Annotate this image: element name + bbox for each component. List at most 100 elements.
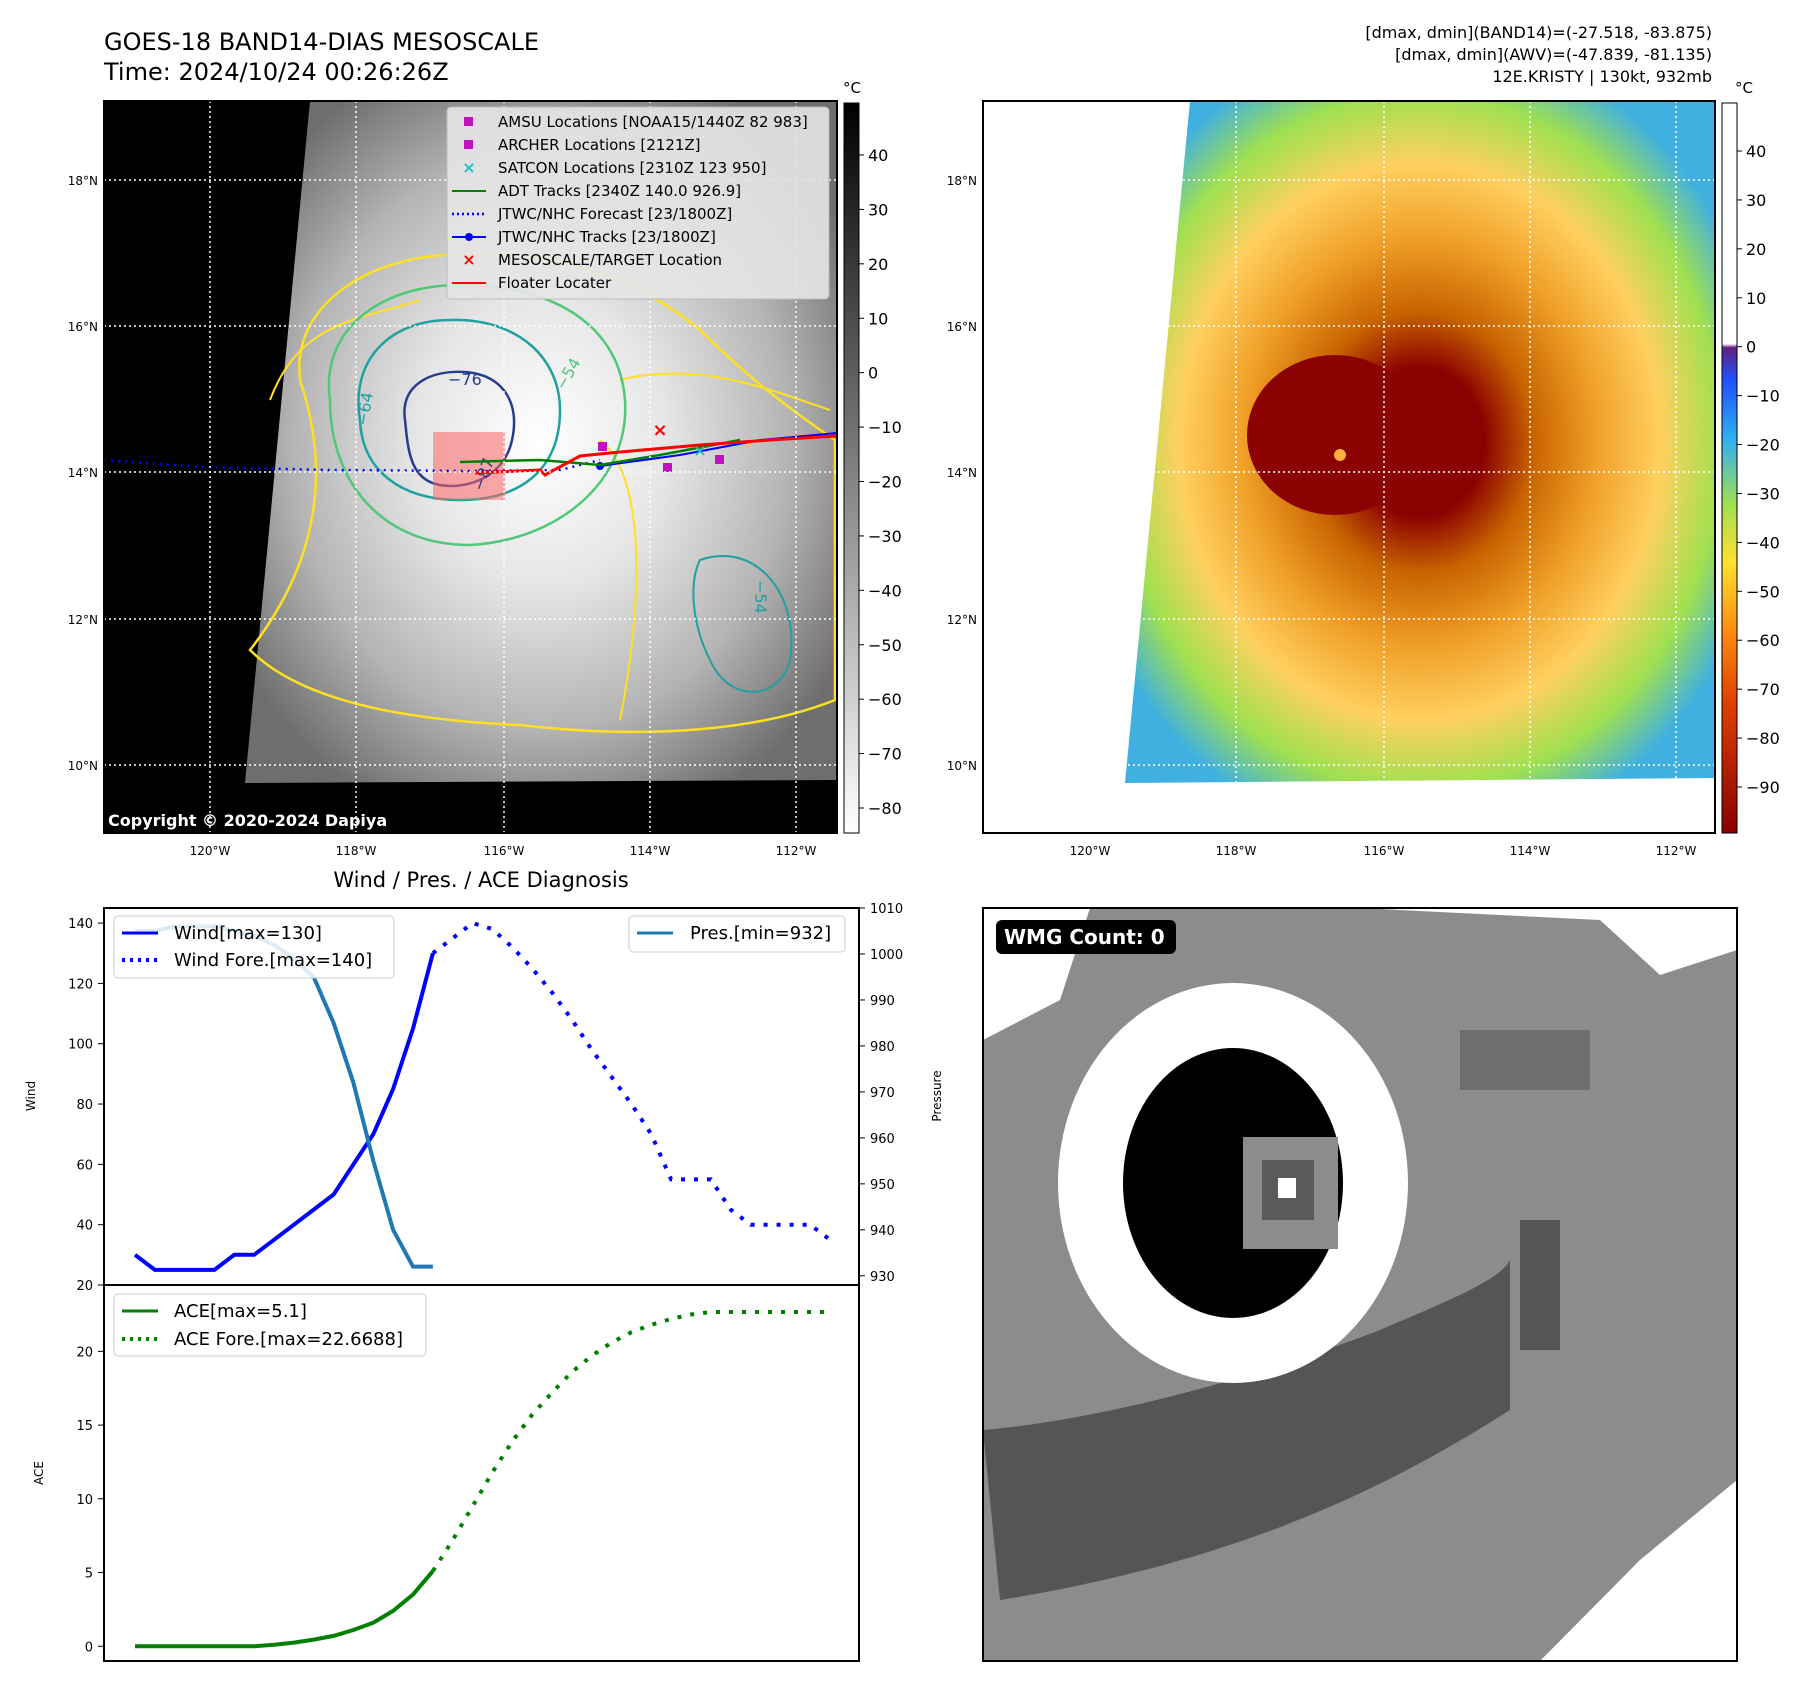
series-ace-fore-line: [431, 1310, 830, 1573]
y2-tick-label: 980: [870, 1040, 895, 1055]
contour-teal: [357, 318, 562, 502]
y-tick-label: 140: [68, 917, 93, 932]
legend-label-6: MESOSCALE/TARGET Location: [498, 251, 722, 269]
y-tick-label: 60: [76, 1158, 93, 1173]
legend-label-1: ARCHER Locations [2121Z]: [498, 136, 701, 154]
lon-label-120: 120°W: [190, 844, 231, 858]
lon-label-118: 118°W: [336, 844, 377, 858]
y-tick-label: 80: [76, 1098, 93, 1113]
lat-label-16: 16°N: [68, 320, 98, 334]
ir-lat-labels: 18°N 16°N 14°N 12°N 10°N: [68, 174, 98, 773]
legend-label-0: AMSU Locations [NOAA15/1440Z 82 983]: [498, 113, 808, 131]
floater-track: [474, 434, 837, 477]
colorbar-tick-label: −50: [868, 636, 902, 655]
colorbar-tick-label: −90: [1746, 778, 1780, 797]
y2-tick-label: 1000: [870, 948, 903, 963]
ir-map-frame: [103, 100, 838, 834]
pressure-ylabel: Pressure: [930, 1070, 944, 1121]
dmax-band14: [dmax, dmin](BAND14)=(-27.518, -83.875): [1365, 23, 1712, 42]
colorbar-tick-label: −70: [1746, 680, 1780, 699]
contour-label-76: −76: [448, 370, 482, 389]
contour-yellow: [248, 253, 837, 734]
wmg-frame: [982, 907, 1738, 1662]
wmg-count-badge: [996, 920, 1176, 954]
colorbar-left: °C 40 30 20 10 0 −10 −20 −30 −40 −50 −60 −70 −80: [843, 79, 902, 834]
ir-map-panel: −76 −64 −54 −54 −87 × × Co: [68, 100, 838, 858]
dias-lon-120: 120°W: [1070, 844, 1111, 858]
wmg-count-text: WMG Count: 0: [1004, 925, 1165, 949]
archer-marker-2: [663, 463, 672, 472]
y-tick-label: 0: [85, 1640, 93, 1655]
colorbar-tick-label: 20: [1746, 240, 1766, 259]
legend-wind: Wind[max=130]: [174, 923, 322, 944]
dias-lon-112: 112°W: [1656, 844, 1697, 858]
adt-track: [459, 438, 741, 467]
legend-marker-2: ×: [462, 158, 475, 177]
colorbar-right: °C 40 30 20 10 0 −10 −20 −30 −40 −50 −60 −70 −80 −90: [1721, 79, 1780, 834]
colorbar-tick-label: −60: [868, 690, 902, 709]
figure-time: Time: 2024/10/24 00:26:26Z: [103, 58, 449, 86]
archer-marker: [715, 455, 724, 464]
colorbar-tick-label: 40: [1746, 142, 1766, 161]
legend-marker-6: ×: [462, 250, 475, 269]
y2-tick-label: 940: [870, 1224, 895, 1239]
y-tick-label: 20: [76, 1279, 93, 1294]
colorbar-tick-label: −30: [868, 527, 902, 546]
wind-ylabel: Wind: [24, 1081, 38, 1111]
colorbar-tick-label: −80: [1746, 729, 1780, 748]
dias-eyewall: [1247, 355, 1423, 515]
legend-label-4: JTWC/NHC Forecast [23/1800Z]: [497, 205, 732, 223]
target-marker: ×: [652, 420, 667, 441]
dias-lon-118: 118°W: [1216, 844, 1257, 858]
lat-label-14: 14°N: [68, 466, 98, 480]
wind-legend: Wind[max=130] Wind Fore.[max=140]: [113, 915, 395, 979]
colorbar-left-unit: °C: [843, 79, 861, 97]
lat-label-18: 18°N: [68, 174, 98, 188]
wmg-dark-band: [983, 1260, 1510, 1600]
colorbar-tick-label: −20: [1746, 436, 1780, 455]
legend-ace: ACE[max=5.1]: [174, 1301, 307, 1322]
lat-label-10: 10°N: [68, 759, 98, 773]
colorbar-tick-label: 40: [868, 146, 888, 165]
map-legend: AMSU Locations [NOAA15/1440Z 82 983] ARCH…: [446, 106, 830, 300]
colorbar-tick-label: −70: [868, 745, 902, 764]
jtwc-track: [599, 432, 837, 467]
colorbar-tick-label: 0: [868, 364, 878, 383]
mesoscale-box: [433, 432, 505, 500]
colorbar-tick-label: −80: [868, 799, 902, 818]
ace-ylabel: ACE: [32, 1461, 46, 1485]
dias-map-panel: 18°N 16°N 14°N 12°N 10°N 120°W 118°W 116…: [947, 100, 1716, 858]
legend-wind-fore: Wind Fore.[max=140]: [174, 950, 372, 971]
dias-lat-labels: 18°N 16°N 14°N 12°N 10°N: [947, 174, 977, 773]
dias-lat-10: 10°N: [947, 759, 977, 773]
colorbar-tick-label: −10: [1746, 387, 1780, 406]
legend-label-2: SATCON Locations [2310Z 123 950]: [498, 159, 766, 177]
lon-label-112: 112°W: [776, 844, 817, 858]
contour-navy: [403, 370, 516, 488]
diagnosis-panel: Wind / Pres. / ACE Diagnosis Wind Pressu…: [24, 868, 944, 1662]
dias-lat-18: 18°N: [947, 174, 977, 188]
lat-label-12: 12°N: [68, 613, 98, 627]
wmg-black-ring: [1123, 1048, 1343, 1318]
colorbar-tick-label: 30: [1746, 191, 1766, 210]
contour-teal-band: [692, 555, 793, 693]
lon-label-114: 114°W: [630, 844, 671, 858]
y2-tick-label: 950: [870, 1178, 895, 1193]
colorbar-right-unit: °C: [1735, 79, 1753, 97]
legend-marker-dot-5: [465, 233, 473, 241]
legend-marker-0: [464, 117, 473, 126]
colorbar-tick-label: −50: [1746, 582, 1780, 601]
storm-info: 12E.KRISTY | 130kt, 932mb: [1492, 67, 1712, 86]
dias-eye: [1334, 449, 1346, 461]
colorbar-tick-label: −40: [868, 581, 902, 600]
y-tick-label: 10: [76, 1493, 93, 1508]
forecast-track: [104, 458, 601, 473]
y2-tick-label: 960: [870, 1132, 895, 1147]
colorbar-tick-label: −30: [1746, 484, 1780, 503]
y-tick-label: 5: [85, 1567, 93, 1582]
pressure-legend: Pres.[min=932]: [628, 915, 846, 953]
dias-lon-116: 116°W: [1364, 844, 1405, 858]
diagnosis-title: Wind / Pres. / ACE Diagnosis: [333, 868, 628, 892]
dmax-awv: [dmax, dmin](AWV)=(-47.839, -81.135): [1395, 45, 1712, 64]
